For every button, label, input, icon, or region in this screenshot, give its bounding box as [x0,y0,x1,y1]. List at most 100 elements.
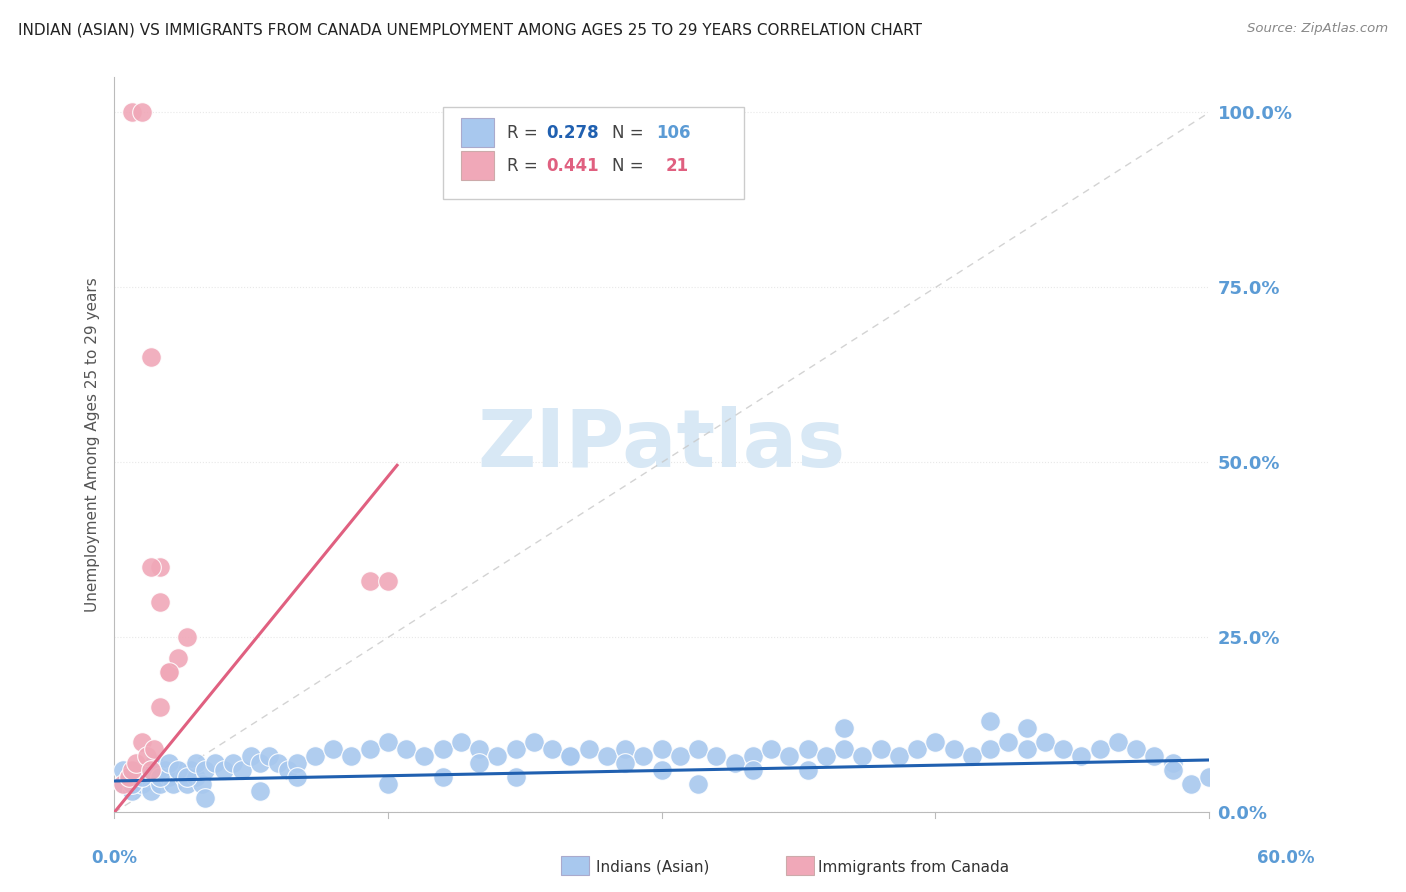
Point [1180,777,1202,791]
Point [505,742,527,756]
Point [155,764,177,778]
Point [194,791,217,805]
Point [157,756,180,771]
Point [212,764,235,778]
Point [157,771,180,785]
Point [118,771,141,785]
Point [1015,722,1038,736]
Point [468,756,491,771]
Text: 0.441: 0.441 [547,157,599,175]
Point [832,742,855,756]
Point [633,749,655,764]
Point [505,771,527,785]
Point [112,764,135,778]
Point [167,764,190,778]
Point [167,764,190,778]
Point [149,777,172,791]
Point [149,595,172,609]
FancyBboxPatch shape [443,107,744,199]
Text: INDIAN (ASIAN) VS IMMIGRANTS FROM CANADA UNEMPLOYMENT AMONG AGES 25 TO 29 YEARS : INDIAN (ASIAN) VS IMMIGRANTS FROM CANADA… [18,22,922,37]
Point [1070,749,1092,764]
Point [1088,742,1111,756]
Point [136,749,159,764]
Text: 0.278: 0.278 [547,124,599,142]
Point [186,756,208,771]
Text: Immigrants from Canada: Immigrants from Canada [818,860,1010,874]
Point [167,651,190,665]
Point [162,777,184,791]
Bar [461,151,494,180]
Point [139,351,162,365]
Point [450,735,472,749]
Point [1161,756,1184,771]
Point [204,756,226,771]
Point [432,771,454,785]
Point [1161,764,1184,778]
Point [285,771,308,785]
Point [651,742,673,756]
Point [131,735,153,749]
Point [176,771,198,785]
Point [125,756,148,771]
Point [173,771,195,785]
Point [121,777,143,791]
Point [578,742,600,756]
Point [1015,742,1038,756]
Point [322,742,344,756]
Point [779,749,801,764]
Point [139,784,162,798]
Point [614,742,637,756]
Point [742,764,765,778]
Point [1125,742,1147,756]
Point [121,105,143,120]
Point [259,749,281,764]
Point [131,771,153,785]
Point [149,700,172,714]
Point [742,749,765,764]
Point [191,777,214,791]
Text: Source: ZipAtlas.com: Source: ZipAtlas.com [1247,22,1388,36]
Point [560,749,582,764]
Bar [461,118,494,147]
Point [706,749,728,764]
Point [131,777,153,791]
Point [761,742,783,756]
Point [118,771,141,785]
Point [112,777,135,791]
Point [413,749,436,764]
Point [905,742,928,756]
Point [194,764,217,778]
Point [240,749,263,764]
Point [139,560,162,574]
Text: 106: 106 [657,124,690,142]
Point [149,771,172,785]
Point [669,749,692,764]
Point [125,764,148,778]
Point [960,749,983,764]
Bar [786,856,814,874]
Point [157,665,180,680]
Point [942,742,965,756]
Point [277,764,299,778]
Point [395,742,418,756]
Point [118,771,141,785]
Text: 60.0%: 60.0% [1257,849,1315,867]
Point [377,777,399,791]
Point [157,665,180,680]
Point [486,749,509,764]
Point [796,764,818,778]
Point [143,756,166,771]
Point [285,756,308,771]
Point [180,764,202,778]
Point [139,764,162,778]
Text: ZIPatlas: ZIPatlas [478,406,846,484]
Point [924,735,946,749]
Point [340,749,363,764]
Point [1033,735,1056,749]
Point [541,742,564,756]
Point [139,764,162,778]
Text: Indians (Asian): Indians (Asian) [596,860,710,874]
Point [832,722,855,736]
Point [1052,742,1074,756]
Y-axis label: Unemployment Among Ages 25 to 29 years: Unemployment Among Ages 25 to 29 years [86,277,100,612]
